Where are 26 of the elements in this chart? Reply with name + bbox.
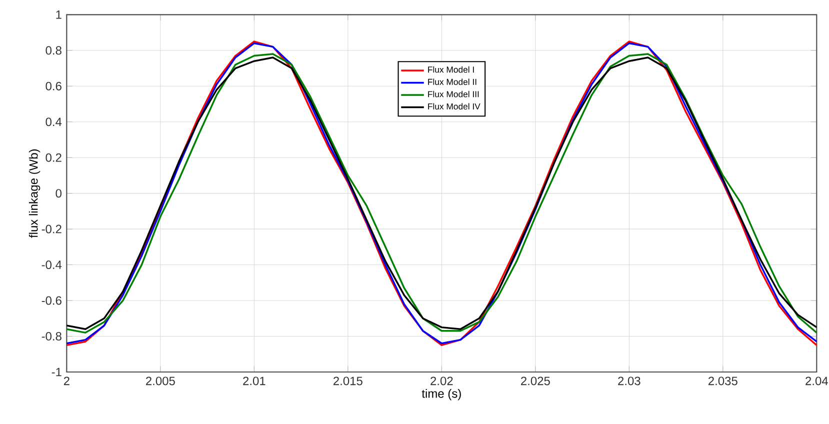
x-axis-title: time (s) [422, 389, 461, 400]
y-tick-label: -0.8 [42, 332, 62, 341]
legend-label: Flux Model IV [428, 103, 480, 110]
y-tick-label: 0.8 [46, 46, 62, 55]
y-tick-label: 0.2 [46, 153, 62, 162]
y-tick-label: 0 [56, 189, 62, 198]
legend-label: Flux Model III [428, 90, 479, 98]
y-tick-label: -0.2 [42, 224, 62, 234]
y-tick-label: 1 [56, 10, 62, 19]
legend-label: Flux Model I [428, 66, 474, 73]
x-tick-label: 2.04 [806, 376, 828, 386]
x-tick-label: 2.025 [521, 376, 550, 386]
y-axis-title: flux linkage (Wb) [28, 149, 40, 238]
x-tick-label: 2 [64, 376, 70, 386]
y-tick-label: -0.4 [42, 260, 62, 270]
y-tick-label: 0.6 [46, 82, 62, 90]
x-tick-label: 2.035 [708, 376, 738, 386]
x-tick-label: 2.02 [430, 376, 453, 386]
x-tick-label: 2.01 [243, 376, 266, 386]
y-tick-label: -0.6 [42, 296, 62, 305]
x-tick-label: 2.015 [334, 376, 362, 386]
x-tick-label: 2.03 [618, 376, 640, 386]
legend-label: Flux Model II [428, 78, 476, 85]
y-tick-label: 0.4 [46, 118, 62, 126]
x-tick-label: 2.005 [146, 376, 175, 386]
y-tick-label: -1 [52, 368, 62, 376]
